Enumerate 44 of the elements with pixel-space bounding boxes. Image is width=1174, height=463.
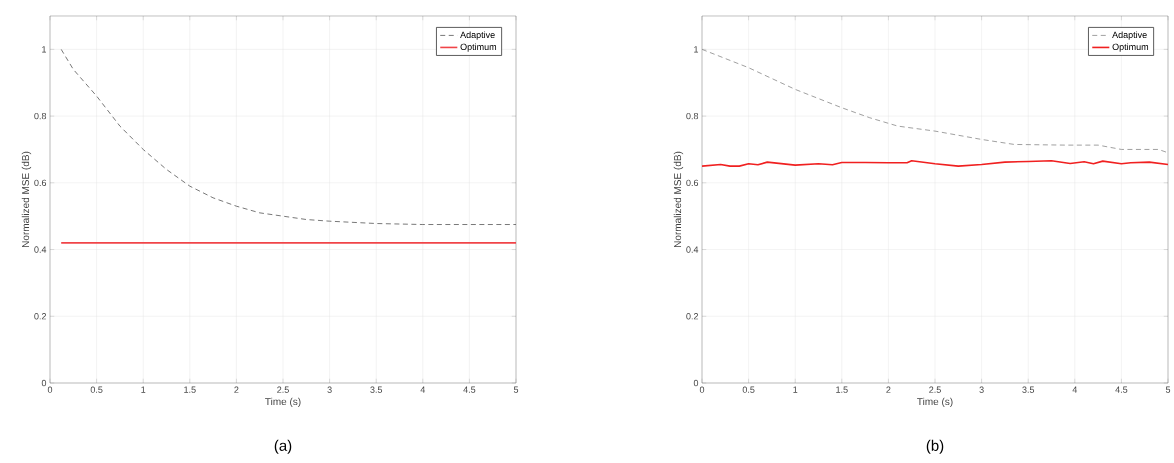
x-tick-label: 3.5 xyxy=(370,386,383,393)
legend-label: Adaptive xyxy=(460,31,495,40)
x-tick-label: 0 xyxy=(47,386,53,393)
x-tick-label: 2 xyxy=(886,386,891,393)
text: (b) xyxy=(926,439,944,454)
y-tick-label: 0.2 xyxy=(686,313,699,320)
legend-label: Optimum xyxy=(1112,43,1149,52)
legend-label: Optimum xyxy=(460,43,497,52)
y-tick-label: 0.8 xyxy=(34,112,47,120)
x-tick-label: 4.5 xyxy=(463,386,476,393)
x-tick-label: 4 xyxy=(420,386,426,393)
x-tick-label: 1 xyxy=(793,386,798,393)
x-tick-label: 3 xyxy=(979,386,984,393)
y-tick-label: 0.4 xyxy=(34,246,47,253)
x-tick-label: 2.5 xyxy=(929,386,941,393)
x-tick-label: 1 xyxy=(141,386,146,393)
x-tick-label: 0.5 xyxy=(742,386,755,393)
y-tick-label: 0.6 xyxy=(686,179,699,187)
y-tick-label: 0.2 xyxy=(34,313,47,320)
y-tick-label: 1 xyxy=(42,46,47,53)
y-tick-label: 0 xyxy=(693,379,699,387)
x-tick-label: 0.5 xyxy=(90,386,103,393)
x-tick-label: 3 xyxy=(327,386,332,393)
x-axis-title: Time (s) xyxy=(265,397,301,408)
x-tick-label: 1.5 xyxy=(184,386,196,393)
y-tick-label: 0.8 xyxy=(686,112,699,120)
x-tick-label: 5 xyxy=(513,386,519,393)
y-tick-label: 0 xyxy=(41,379,47,387)
x-tick-label: 3.5 xyxy=(1022,386,1035,393)
x-tick-label: 5 xyxy=(1165,386,1171,393)
x-tick-label: 2.5 xyxy=(277,386,289,393)
x-tick-label: 0 xyxy=(699,386,705,393)
x-tick-label: 2 xyxy=(234,386,239,393)
x-tick-label: 4.5 xyxy=(1115,386,1128,393)
text: (a) xyxy=(274,439,292,454)
y-tick-label: 1 xyxy=(694,46,699,53)
legend-label: Adaptive xyxy=(1112,31,1147,40)
y-axis-title: Normalized MSE (dB) xyxy=(673,151,684,248)
x-tick-label: 1.5 xyxy=(836,386,848,393)
y-tick-label: 0.6 xyxy=(34,179,47,187)
x-tick-label: 4 xyxy=(1072,386,1078,393)
y-tick-label: 0.4 xyxy=(686,246,699,253)
x-axis-title: Time (s) xyxy=(917,397,953,408)
y-axis-title: Normalized MSE (dB) xyxy=(21,151,32,248)
